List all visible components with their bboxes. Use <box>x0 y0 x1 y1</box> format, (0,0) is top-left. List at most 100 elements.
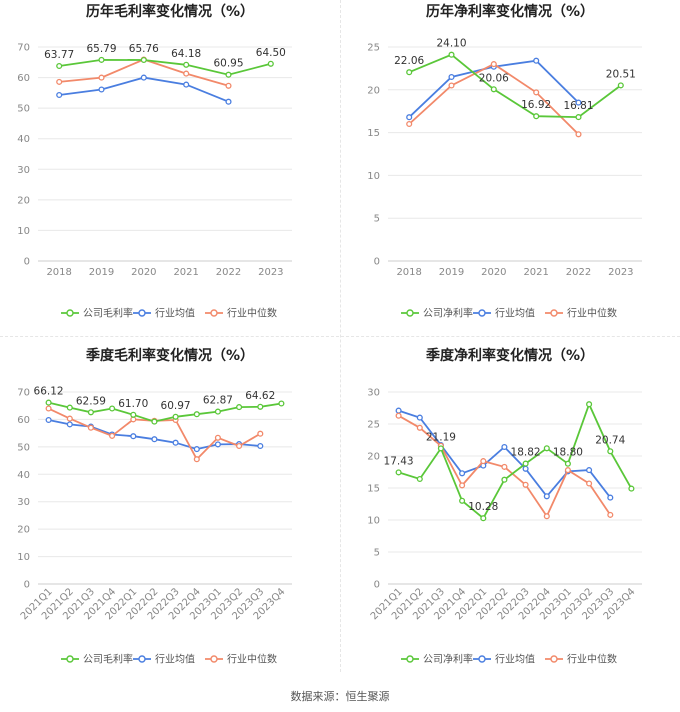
data-point-company <box>130 411 137 418</box>
x-tick-label: 2023 <box>258 267 283 278</box>
data-point-average <box>56 91 63 99</box>
data-point-median <box>56 78 63 85</box>
data-label: 62.87 <box>203 395 233 407</box>
legend-label: 公司净利率 <box>423 653 473 666</box>
data-label: 66.12 <box>34 386 64 398</box>
legend-label: 行业中位数 <box>567 307 617 320</box>
data-point-company <box>66 404 73 411</box>
y-tick-label: 15 <box>367 128 380 139</box>
data-label: 21.19 <box>426 431 456 443</box>
data-point-company <box>448 51 455 58</box>
data-label: 20.51 <box>606 68 636 80</box>
chart-title: 季度净利率变化情况（%） <box>425 347 594 364</box>
y-tick-label: 70 <box>17 43 30 54</box>
data-point-average <box>172 439 179 446</box>
data-point-average <box>66 421 73 428</box>
chart-panel-3: 季度毛利率变化情况（%）0102030405060702021Q12021Q22… <box>17 347 292 666</box>
data-point-company <box>87 409 94 416</box>
data-point-company <box>98 56 105 63</box>
data-label: 62.59 <box>76 395 106 407</box>
y-tick-label: 0 <box>24 257 30 268</box>
y-tick-label: 25 <box>367 43 380 54</box>
data-label: 60.95 <box>213 58 243 70</box>
data-point-median <box>543 513 550 520</box>
data-label: 65.76 <box>129 43 159 55</box>
legend-label: 公司毛利率 <box>83 653 133 666</box>
legend-item-average: 行业均值 <box>473 653 535 666</box>
legend-marker <box>550 655 558 663</box>
data-point-median <box>480 458 487 465</box>
data-point-average <box>448 73 455 81</box>
data-point-company <box>607 448 614 455</box>
y-tick-label: 10 <box>17 552 30 563</box>
y-tick-label: 20 <box>367 85 380 96</box>
data-point-average <box>416 414 423 421</box>
data-point-company <box>214 408 221 415</box>
data-point-median <box>533 89 540 96</box>
legend-label: 行业中位数 <box>227 653 277 666</box>
data-point-company <box>586 401 593 408</box>
y-tick-label: 20 <box>17 525 30 536</box>
data-point-company <box>575 114 582 121</box>
legend-marker <box>210 309 218 317</box>
data-label: 65.79 <box>86 43 116 55</box>
data-point-median <box>45 405 52 412</box>
data-point-company <box>564 460 571 467</box>
y-tick-label: 15 <box>367 484 380 495</box>
data-point-average <box>214 441 221 448</box>
data-point-median <box>66 415 73 422</box>
data-point-median <box>586 480 593 487</box>
legend-label: 行业均值 <box>495 653 535 666</box>
x-tick-label: 2020 <box>131 267 156 278</box>
data-point-company <box>437 445 444 452</box>
chart-panel-4: 季度净利率变化情况（%）0510152025302021Q12021Q22021… <box>367 347 642 666</box>
data-point-median <box>607 511 614 518</box>
legend-label: 公司毛利率 <box>83 307 133 320</box>
data-label: 64.18 <box>171 48 201 60</box>
legend-label: 行业中位数 <box>227 307 277 320</box>
data-label: 10.28 <box>468 501 498 513</box>
data-point-average <box>130 433 137 440</box>
series-line-company <box>398 401 633 520</box>
data-point-median <box>109 432 116 439</box>
x-tick-label: 2022 <box>566 267 591 278</box>
data-point-average <box>586 467 593 474</box>
legend-item-median: 行业中位数 <box>545 653 617 666</box>
data-point-average <box>45 416 52 424</box>
y-tick-label: 10 <box>367 171 380 182</box>
data-point-company <box>109 405 116 412</box>
data-point-average <box>501 443 508 451</box>
legend-marker <box>478 655 486 663</box>
data-label: 64.50 <box>256 47 286 59</box>
data-point-average <box>406 114 413 121</box>
legend-marker <box>210 655 218 663</box>
y-tick-label: 40 <box>17 470 30 481</box>
y-tick-label: 60 <box>17 415 30 426</box>
data-point-average <box>193 446 200 453</box>
data-point-average <box>257 442 264 450</box>
y-tick-label: 30 <box>17 497 30 508</box>
x-tick-label: 2018 <box>396 267 421 278</box>
series-line-median <box>59 58 229 87</box>
legend-marker <box>138 655 146 663</box>
data-point-median <box>236 442 243 450</box>
chart-title: 历年毛利率变化情况（%） <box>86 3 254 20</box>
data-point-median <box>183 70 190 77</box>
data-point-median <box>575 131 582 138</box>
data-point-company <box>480 515 487 522</box>
legend-label: 行业均值 <box>155 653 195 666</box>
x-tick-label: 2020 <box>481 267 506 278</box>
data-point-median <box>225 82 232 89</box>
data-point-company <box>193 411 200 418</box>
legend-marker <box>550 309 558 317</box>
data-label: 16.81 <box>563 100 593 112</box>
data-label: 16.92 <box>521 99 551 111</box>
data-label: 63.77 <box>44 49 74 61</box>
data-point-average <box>140 74 147 81</box>
legend-marker <box>66 309 74 317</box>
chart-panel-1: 历年毛利率变化情况（%） 0 10 20 30 40 50 60 70 2018 2019 2020 2… <box>17 3 292 320</box>
legend-item-company: 公司毛利率 <box>61 653 133 666</box>
data-label: 20.74 <box>595 434 625 446</box>
legend-item-average: 行业均值 <box>133 653 195 666</box>
data-point-median <box>416 424 423 431</box>
